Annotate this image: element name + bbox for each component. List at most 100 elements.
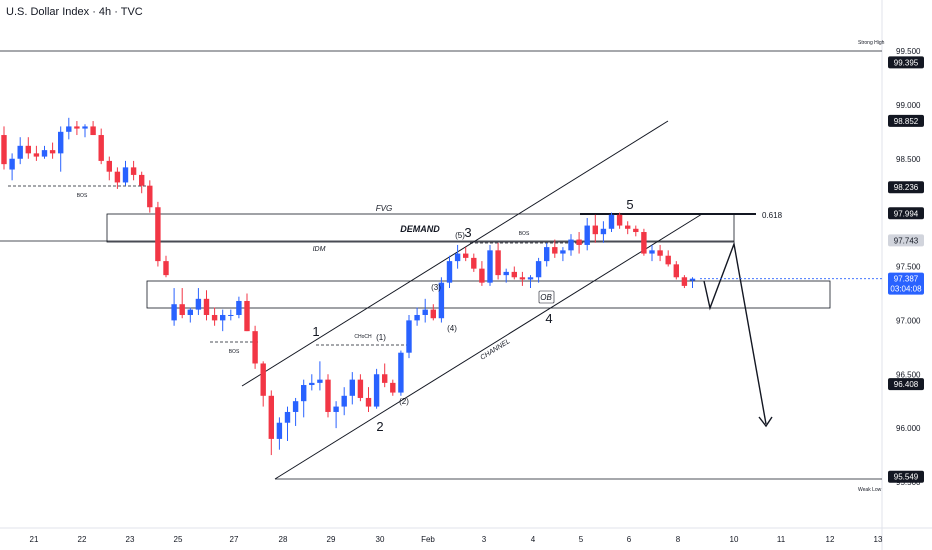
candle-down xyxy=(471,257,477,269)
subwave-2-label: (2) xyxy=(399,397,409,406)
x-tick-label: 13 xyxy=(874,535,883,544)
candle-down xyxy=(657,250,663,256)
candle-up xyxy=(341,395,347,407)
candles xyxy=(1,117,696,456)
subwave-3-label: (3) xyxy=(431,283,441,292)
candle-up xyxy=(454,253,461,262)
candle-up xyxy=(276,422,283,439)
candle-up xyxy=(527,277,534,280)
candle-up xyxy=(228,314,234,316)
candle-down xyxy=(625,225,631,229)
channel-lower-line xyxy=(274,213,703,480)
candle-up xyxy=(82,126,88,129)
price-tag-box xyxy=(888,272,924,295)
candle-down xyxy=(179,304,185,315)
fvg-zone xyxy=(106,213,735,243)
price-tag-label: 97.743 xyxy=(894,236,919,245)
price-tag-label: 96.408 xyxy=(894,380,919,389)
x-tick-label: 22 xyxy=(78,535,87,544)
y-tick-label: 99.500 xyxy=(896,47,921,56)
candle-down xyxy=(1,135,7,165)
candle-up xyxy=(349,379,355,396)
x-tick-label: 3 xyxy=(482,535,487,544)
candle-up xyxy=(284,411,291,423)
candle-down xyxy=(139,174,145,186)
candle-down xyxy=(203,298,210,315)
price-tag-label: 97.994 xyxy=(894,209,919,218)
y-tick-label: 97.000 xyxy=(896,316,921,325)
candle-up xyxy=(560,250,566,254)
candle-up xyxy=(446,261,453,283)
price-tag-box xyxy=(888,114,924,127)
candle-down xyxy=(74,126,80,129)
candle-up xyxy=(195,298,202,310)
candle-up xyxy=(568,239,574,251)
x-tick-label: 30 xyxy=(376,535,385,544)
candle-up xyxy=(503,271,509,276)
candle-up xyxy=(584,225,590,245)
candle-down xyxy=(430,309,436,319)
candle-up xyxy=(398,352,404,393)
candle-up xyxy=(17,145,23,159)
projection-path xyxy=(703,241,767,425)
candle-down xyxy=(90,126,96,136)
x-tick-label: 4 xyxy=(531,535,536,544)
candle-up xyxy=(187,309,193,315)
candle-down xyxy=(130,167,137,175)
candle-up xyxy=(608,214,615,229)
candle-up xyxy=(66,126,72,132)
x-tick-label: 28 xyxy=(279,535,288,544)
candle-up xyxy=(373,374,380,407)
y-tick-label: 98.500 xyxy=(896,155,921,164)
x-tick-label: 21 xyxy=(30,535,39,544)
wave-3-label: 3 xyxy=(464,225,471,240)
fvg-label: FVG xyxy=(376,204,392,213)
ob-label: OB xyxy=(540,293,552,302)
candle-up xyxy=(122,167,129,183)
price-tag-label: 98.236 xyxy=(894,183,919,192)
candle-up xyxy=(649,250,655,254)
candle-down xyxy=(673,264,679,278)
price-tags: 99.395 98.852 98.236 97.994 97.743 97.38703:0… xyxy=(700,56,924,483)
candle-down xyxy=(479,268,485,283)
x-tick-label: 25 xyxy=(174,535,183,544)
candle-down xyxy=(163,261,169,276)
subwave-5-label: (5) xyxy=(455,231,465,240)
candle-up xyxy=(689,278,696,281)
candle-up xyxy=(487,250,493,283)
candle-down xyxy=(681,277,688,286)
bos-label-1: BOS xyxy=(77,193,88,199)
x-tick-label: 29 xyxy=(327,535,336,544)
choch-label: CHoCH xyxy=(354,334,372,340)
candle-up xyxy=(333,406,339,412)
candle-down xyxy=(519,277,526,280)
candle-down xyxy=(25,145,31,154)
candle-down xyxy=(665,255,671,265)
candle-down xyxy=(49,150,56,154)
x-tick-label: 6 xyxy=(627,535,632,544)
y-tick-label: 96.500 xyxy=(896,370,921,379)
candle-down xyxy=(260,363,266,396)
price-tag-label: 99.395 xyxy=(894,58,919,67)
x-tick-label: 8 xyxy=(676,535,681,544)
time-axis: 21 22 23 25 27 28 29 30 Feb 3 4 5 6 8 10 11 12 13 xyxy=(30,535,883,544)
candle-up xyxy=(9,158,15,170)
price-tag-box xyxy=(888,470,924,483)
candle-up xyxy=(41,150,48,157)
candle-up xyxy=(317,379,323,383)
price-tag-box xyxy=(888,181,924,194)
demand-label: DEMAND xyxy=(400,224,440,234)
annotation-labels: FVG DEMAND IDM 0.618 Strong High Weak Lo… xyxy=(77,40,885,493)
candle-down xyxy=(552,247,558,254)
x-tick-label: 11 xyxy=(777,535,786,544)
wave-2-label: 2 xyxy=(376,419,383,434)
candle-down xyxy=(252,331,258,364)
wave-4-label: 4 xyxy=(545,311,552,326)
x-tick-label: 10 xyxy=(730,535,739,544)
candle-down xyxy=(463,253,469,258)
price-tag-countdown: 03:04:08 xyxy=(890,285,922,294)
candle-down xyxy=(365,397,372,407)
x-tick-label: Feb xyxy=(421,535,435,544)
